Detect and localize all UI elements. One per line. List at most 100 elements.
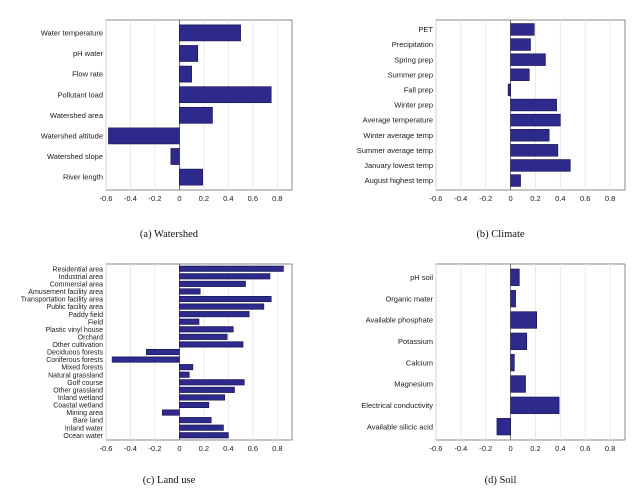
category-label: Water temperature bbox=[41, 28, 103, 37]
bar bbox=[510, 23, 535, 36]
category-label: Amusement facility area bbox=[28, 289, 103, 296]
x-tick-label: -0.2 bbox=[148, 194, 161, 203]
category-label: Public facility area bbox=[47, 304, 104, 311]
bar bbox=[146, 348, 180, 356]
bar bbox=[179, 295, 272, 303]
bar bbox=[179, 280, 246, 287]
category-label: Magnesium bbox=[394, 380, 433, 389]
category-label: Other cultivation bbox=[52, 342, 103, 349]
x-tick-label: -0.2 bbox=[479, 194, 492, 203]
category-label: Winter average temp bbox=[363, 131, 433, 140]
category-label: Organic mater bbox=[385, 294, 433, 303]
category-label: Watershed area bbox=[50, 111, 104, 120]
category-label: Spring prep bbox=[394, 55, 433, 64]
x-tick-label: 0 bbox=[509, 444, 513, 453]
bar bbox=[111, 356, 180, 363]
bar bbox=[510, 113, 561, 127]
x-tick-label: 0.4 bbox=[223, 194, 233, 203]
panel-caption: (a) Watershed bbox=[140, 229, 199, 240]
category-label: Available phosphate bbox=[366, 316, 433, 325]
category-label: Other grassland bbox=[53, 387, 103, 394]
climate-chart: -0.6 -0.4 -0.2 0 0.2 0.4 0.6 0.8 PET Precipitatio… bbox=[357, 19, 626, 240]
bar bbox=[179, 303, 265, 310]
category-label: Natural grassland bbox=[48, 372, 103, 379]
x-tick-label: 0 bbox=[509, 194, 513, 203]
category-label: January lowest temp bbox=[364, 161, 433, 170]
category-label: Paddy field bbox=[68, 312, 103, 319]
x-tick-label: 0.4 bbox=[555, 444, 565, 453]
x-tick-label: 0.8 bbox=[272, 444, 282, 453]
category-label: Ocean water bbox=[63, 433, 103, 440]
x-tick-label: -0.4 bbox=[454, 194, 467, 203]
category-label: pH water bbox=[73, 49, 104, 58]
bar bbox=[510, 290, 516, 308]
x-tick-label: 0.6 bbox=[580, 194, 590, 203]
x-tick-label: 0 bbox=[177, 194, 181, 203]
category-label: Fall prep bbox=[404, 85, 433, 94]
x-tick-label: -0.6 bbox=[100, 444, 113, 453]
bar bbox=[507, 83, 511, 97]
category-label: Electrical conductivity bbox=[361, 401, 433, 410]
category-label: River length bbox=[63, 173, 103, 182]
bar bbox=[179, 265, 284, 272]
bar bbox=[179, 168, 203, 186]
category-label: Deciduous forests bbox=[47, 350, 104, 357]
category-label: Mining area bbox=[66, 410, 103, 417]
x-tick-label: -0.6 bbox=[100, 194, 113, 203]
category-label: Summer prep bbox=[388, 70, 433, 79]
x-tick-label: 0.2 bbox=[199, 194, 209, 203]
category-label: Summer average temp bbox=[357, 146, 433, 155]
x-tick-label: -0.6 bbox=[430, 194, 443, 203]
x-tick-label: 0 bbox=[177, 444, 181, 453]
category-label: Coastal wetland bbox=[53, 403, 103, 410]
bar bbox=[510, 396, 560, 414]
bar bbox=[179, 371, 190, 378]
category-label: Residential area bbox=[52, 266, 103, 273]
bar bbox=[179, 106, 213, 124]
watershed-chart: -0.6 -0.4 -0.2 0 0.2 0.4 0.6 0.8 Water temperatu… bbox=[41, 19, 293, 240]
bar bbox=[170, 148, 180, 165]
bar bbox=[510, 159, 571, 172]
bar bbox=[161, 409, 180, 416]
panel-caption: (c) Land use bbox=[143, 475, 196, 486]
x-tick-label: -0.4 bbox=[124, 444, 137, 453]
x-tick-label: 0.2 bbox=[530, 444, 540, 453]
bar bbox=[179, 394, 225, 401]
plot-frame bbox=[105, 19, 293, 191]
bar bbox=[510, 129, 550, 142]
land-use-chart: -0.6 -0.4 -0.2 0 0.2 0.4 0.6 0.8 Residential are… bbox=[21, 263, 293, 486]
bar bbox=[510, 354, 515, 372]
category-label: Orchard bbox=[78, 334, 103, 341]
x-tick-label: 0.4 bbox=[555, 194, 565, 203]
bar bbox=[510, 53, 546, 66]
bar bbox=[496, 418, 511, 436]
category-label: Calcium bbox=[406, 358, 433, 367]
category-label: Available silicic acid bbox=[367, 422, 433, 431]
bar bbox=[510, 38, 531, 51]
bar bbox=[179, 364, 194, 371]
x-tick-label: 0.6 bbox=[248, 444, 258, 453]
category-label: Inland water bbox=[65, 425, 104, 432]
category-label: Watershed altitude bbox=[41, 132, 103, 141]
bar bbox=[179, 86, 272, 104]
category-label: August highest temp bbox=[365, 176, 433, 185]
x-tick-label: -0.6 bbox=[430, 444, 443, 453]
bar bbox=[179, 65, 192, 83]
category-label: Commercial area bbox=[50, 281, 103, 288]
category-label: Pollutant load bbox=[58, 90, 103, 99]
soil-chart: -0.6 -0.4 -0.2 0 0.2 0.4 0.6 0.8 pH soil Organic … bbox=[361, 263, 626, 486]
x-tick-label: 0.8 bbox=[272, 194, 282, 203]
x-tick-label: 0.4 bbox=[223, 444, 233, 453]
bar bbox=[179, 24, 241, 42]
bar bbox=[179, 341, 244, 348]
bar bbox=[510, 311, 538, 329]
bar bbox=[179, 417, 212, 424]
panel-caption: (b) Climate bbox=[476, 229, 524, 240]
x-tick-label: 0.8 bbox=[605, 194, 615, 203]
x-tick-label: -0.4 bbox=[454, 444, 467, 453]
category-label: Watershed slope bbox=[47, 152, 103, 161]
bar bbox=[179, 424, 224, 431]
category-label: Field bbox=[88, 319, 103, 326]
bar bbox=[179, 318, 200, 325]
